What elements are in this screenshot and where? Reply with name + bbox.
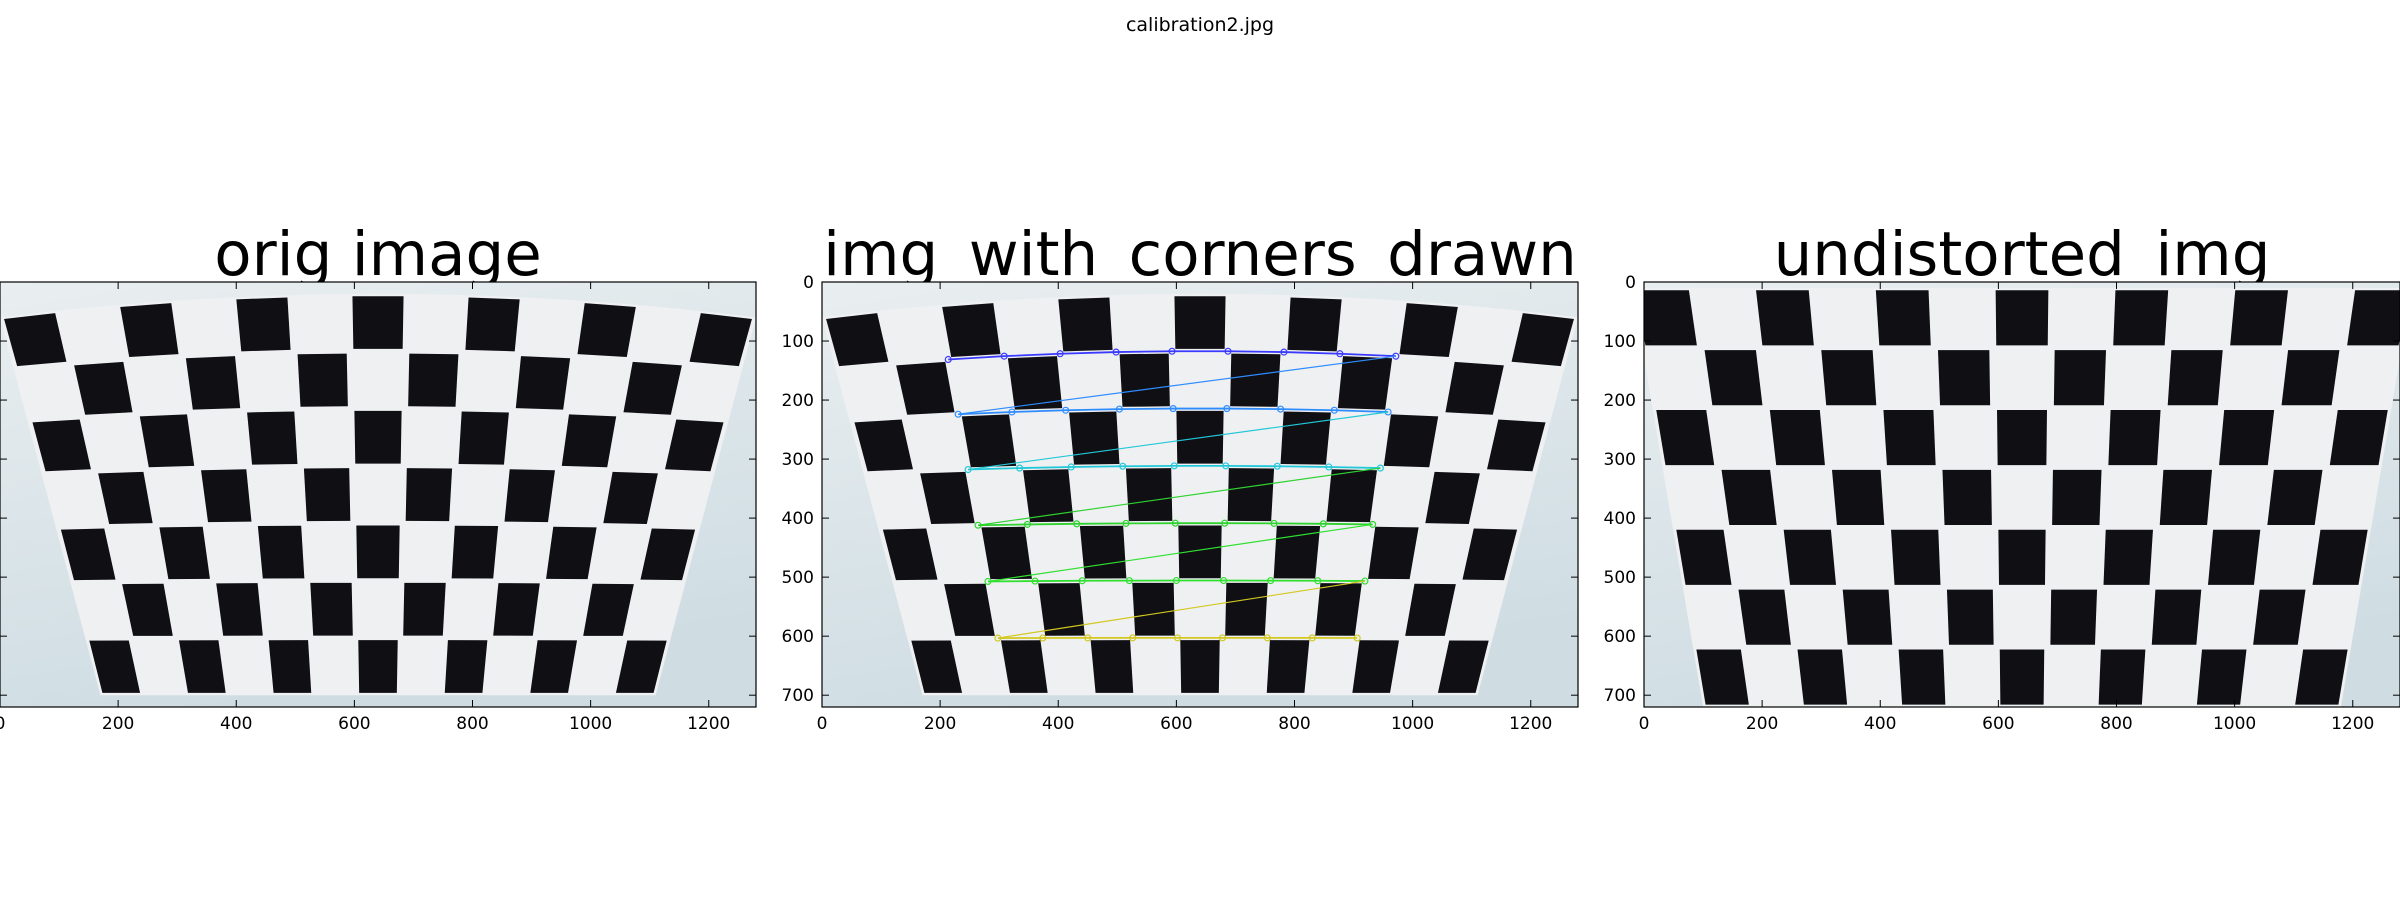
figure-title: calibration2.jpg (1125, 14, 1275, 36)
x-tick-label: 400 (1042, 714, 1074, 734)
x-tick-label: 400 (220, 714, 252, 734)
y-tick-label: 700 (1604, 686, 1636, 706)
y-tick-label: 400 (782, 509, 814, 529)
x-tick-label: 600 (1982, 714, 2014, 734)
y-tick-label: 500 (1604, 568, 1636, 588)
y-tick-label: 700 (782, 686, 814, 706)
panel-title-undistorted: undistorted_img (1773, 219, 2271, 290)
x-tick-label: 800 (2100, 714, 2132, 734)
photo-orig (0, 282, 756, 707)
y-tick-label: 200 (782, 391, 814, 411)
axes-frame (0, 281, 757, 708)
x-tick-label: 200 (1746, 714, 1778, 734)
x-tick-label: 1000 (1391, 714, 1434, 734)
x-tick-label: 400 (1864, 714, 1896, 734)
photo-corners (822, 282, 1578, 707)
corner-overlay (944, 347, 1400, 642)
y-tick-label: 500 (782, 568, 814, 588)
x-tick-label: 1200 (2331, 714, 2374, 734)
x-tick-label: 1000 (2213, 714, 2256, 734)
panel-orig: 0 200 400 600 800 1000 1200 (0, 281, 757, 734)
x-tick-label: 0 (0, 714, 5, 734)
x-tick-label: 600 (338, 714, 370, 734)
x-tick-label: 800 (1278, 714, 1310, 734)
y-tick-label: 100 (782, 332, 814, 352)
y-tick-label: 0 (803, 273, 814, 293)
y-tick-label: 600 (782, 627, 814, 647)
y-tick-label: 400 (1604, 509, 1636, 529)
panel-title-orig: orig image (214, 219, 542, 290)
x-tick-label: 800 (456, 714, 488, 734)
axes-frame (1643, 281, 2400, 708)
x-tick-label: 1000 (569, 714, 612, 734)
photo-undistorted (1644, 282, 2400, 707)
x-tick-label: 1200 (1509, 714, 1552, 734)
x-tick-label: 600 (1160, 714, 1192, 734)
y-tick-label: 0 (1625, 273, 1636, 293)
y-tick-label: 300 (1604, 450, 1636, 470)
x-tick-label: 0 (817, 714, 828, 734)
x-tick-label: 1200 (687, 714, 730, 734)
y-tick-label: 300 (782, 450, 814, 470)
x-tick-label: 200 (924, 714, 956, 734)
y-tick-label: 600 (1604, 627, 1636, 647)
y-tick-label: 200 (1604, 391, 1636, 411)
x-tick-label: 200 (102, 714, 134, 734)
y-tick-label: 100 (1604, 332, 1636, 352)
x-tick-label: 0 (1639, 714, 1650, 734)
axes-frame (821, 281, 1579, 708)
panel-corners: 0 200 400 600 800 1000 1200 0 100 200 300 400 500 600… (782, 273, 1579, 734)
panel-undistorted: 0 200 400 600 800 1000 1200 0 100 200 300 400 500 600… (1604, 273, 2400, 734)
panel-title-corners: img_with_corners_drawn (823, 219, 1577, 290)
